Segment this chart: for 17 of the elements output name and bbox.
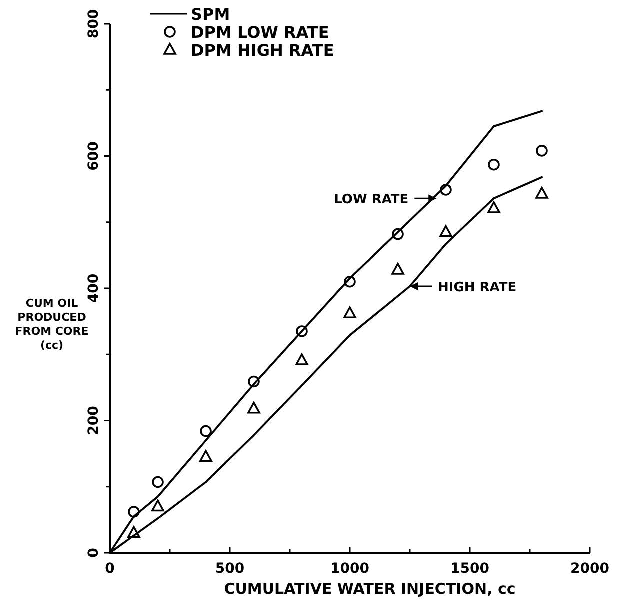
y-tick-label: 400 — [86, 274, 102, 304]
legend-label: SPM — [191, 5, 230, 24]
annotation: LOW RATE — [334, 192, 409, 208]
y-axis-title: CUM OIL PRODUCED FROM CORE (cc) — [15, 296, 89, 352]
y-tick-label: 600 — [86, 141, 102, 171]
x-tick-label: 500 — [215, 561, 245, 577]
x-tick-label: 0 — [105, 561, 116, 577]
y-tick-label: 200 — [86, 406, 102, 436]
legend-label: DPM LOW RATE — [191, 23, 330, 42]
annotation: HIGH RATE — [438, 280, 517, 296]
x-axis-title: CUMULATIVE WATER INJECTION, cc — [224, 580, 516, 598]
x-tick-label: 1000 — [330, 561, 370, 577]
y-tick-label: 0 — [86, 548, 102, 558]
legend-label: DPM HIGH RATE — [191, 41, 334, 60]
x-tick-label: 1500 — [450, 561, 490, 577]
y-tick-label: 800 — [86, 9, 102, 39]
x-tick-label: 2000 — [570, 561, 610, 577]
